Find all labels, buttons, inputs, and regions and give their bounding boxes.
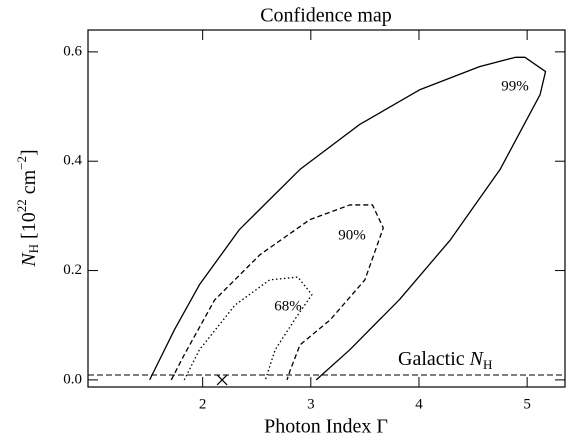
y-label-close: ] [18, 149, 40, 156]
y-axis-label: NH [1022 cm−2] [14, 149, 41, 267]
y-tick-label: 0.0 [63, 371, 82, 387]
y-label-exp: 22 [14, 199, 29, 212]
galactic-symbol: N [469, 348, 485, 370]
x-tick-label: 2 [199, 396, 207, 412]
contour-line [170, 204, 384, 381]
plot-frame [87, 29, 566, 388]
y-label-symbol: N [18, 252, 40, 268]
contour-label: 68% [274, 298, 302, 314]
y-tick-label: 0.6 [63, 43, 82, 59]
x-tick-label: 4 [415, 396, 423, 412]
chart-title: Confidence map [260, 5, 392, 27]
x-tick-label: 5 [523, 396, 531, 412]
contour-line [149, 56, 547, 381]
x-axis-label: Photon Index Γ [264, 416, 388, 438]
galactic-label: Galactic NH [398, 348, 492, 372]
y-label-unit: cm [18, 169, 40, 199]
x-tick-label: 3 [307, 396, 315, 412]
y-label-exp: −2 [14, 156, 29, 170]
y-tick-label: 0.2 [63, 262, 82, 278]
galactic-text: Galactic [398, 348, 470, 370]
contour-line [183, 276, 313, 381]
galactic-sub: H [483, 357, 492, 372]
contour-label: 99% [501, 78, 529, 94]
y-tick-label: 0.4 [63, 153, 82, 169]
contour-label: 90% [338, 227, 366, 243]
best-fit-marker [216, 374, 228, 386]
y-label-sub: H [26, 244, 41, 253]
y-label-open: [10 [18, 212, 40, 244]
